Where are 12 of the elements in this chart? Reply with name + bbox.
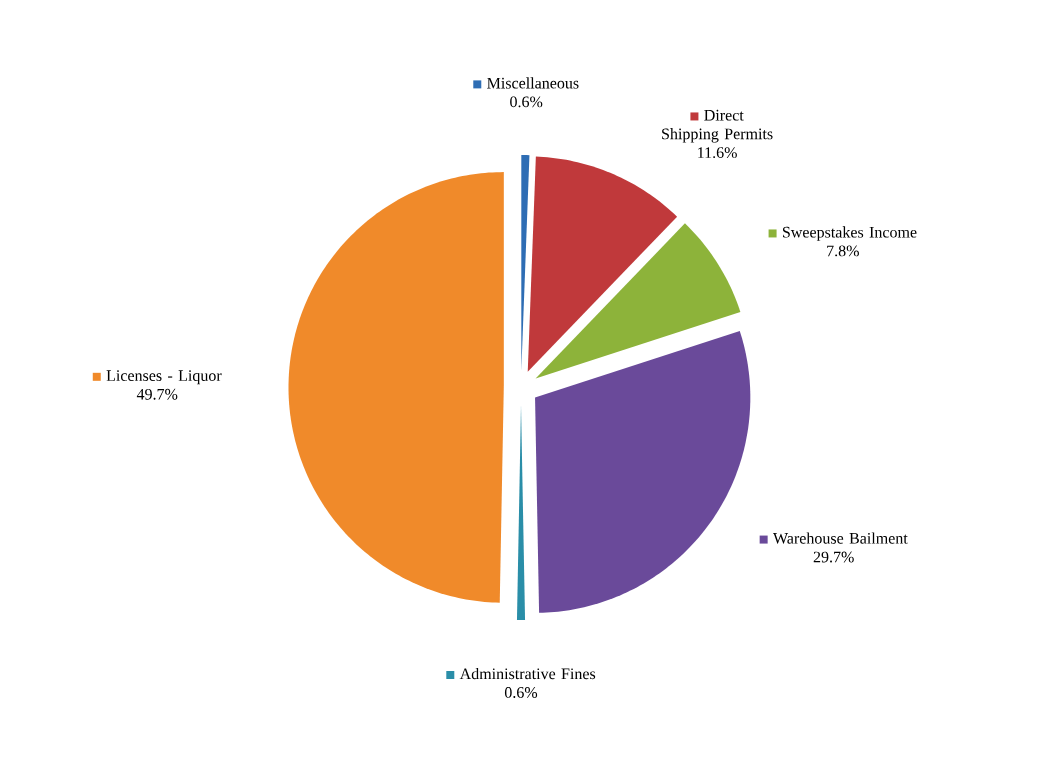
legend-label: Sweepstakes Income: [782, 226, 917, 241]
legend-label: Direct Shipping Permits: [662, 109, 773, 143]
data-label: 0.6%: [510, 96, 543, 108]
legend-label: Warehouse Bailment: [773, 532, 908, 544]
legend-label: Licenses - Liquor: [106, 370, 222, 385]
legend-label: Administrative Fines: [459, 667, 596, 680]
data-label: 49.7%: [136, 388, 178, 400]
data-label: 29.7%: [813, 551, 854, 563]
legend-label: Miscellaneous: [487, 77, 579, 89]
data-label: 11.6%: [698, 147, 737, 158]
data-label: 7.8%: [827, 245, 859, 257]
data-label: 0.6%: [504, 686, 538, 698]
